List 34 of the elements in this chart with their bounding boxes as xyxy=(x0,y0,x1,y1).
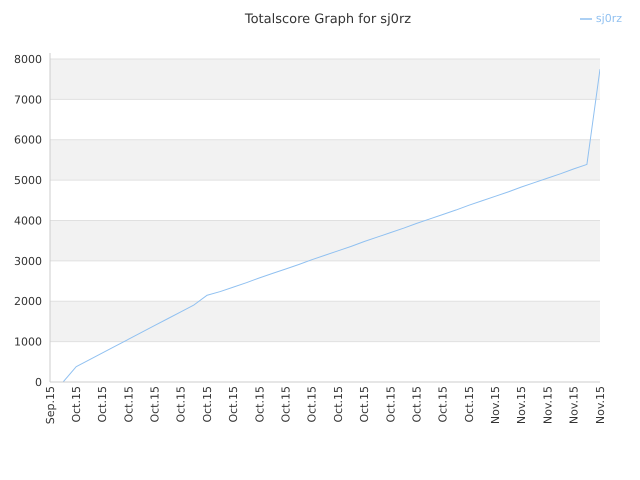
x-tick-label: Nov.15 xyxy=(515,386,528,424)
x-tick-label: Oct.15 xyxy=(200,386,214,423)
y-tick-label: 7000 xyxy=(14,93,42,106)
x-tick-label: Nov.15 xyxy=(489,386,502,424)
x-tick-label: Oct.15 xyxy=(174,386,188,423)
y-tick-label: 2000 xyxy=(14,295,42,308)
y-tick-label: 5000 xyxy=(14,174,42,188)
x-tick-label: Oct.15 xyxy=(227,386,240,423)
x-tick-label: Oct.15 xyxy=(306,386,319,423)
y-tick-label: 1000 xyxy=(14,336,42,349)
x-tick-label: Oct.15 xyxy=(280,386,293,423)
x-tick-label: Oct.15 xyxy=(436,386,450,423)
y-tick-label: 6000 xyxy=(14,134,42,147)
x-tick-label: Oct.15 xyxy=(332,386,345,423)
x-tick-label: Oct.15 xyxy=(410,386,424,423)
x-tick-label: Nov.15 xyxy=(594,386,607,424)
x-tick-label: Oct.15 xyxy=(148,386,162,423)
x-tick-label: Nov.15 xyxy=(568,386,581,424)
x-tick-label: Oct.15 xyxy=(462,386,476,423)
y-tick-label: 4000 xyxy=(14,214,42,228)
line-series xyxy=(62,68,600,382)
x-tick-label: Oct.15 xyxy=(384,386,398,423)
legend-label: sj0rz xyxy=(596,12,622,25)
x-tick-label: Nov.15 xyxy=(541,386,554,424)
y-tick-label: 8000 xyxy=(14,52,42,66)
y-tick-label: 0 xyxy=(35,376,42,389)
x-tick-label: Sep.15 xyxy=(44,386,57,424)
x-tick-label: Oct.15 xyxy=(253,386,266,423)
y-tick-label: 3000 xyxy=(14,254,42,268)
x-tick-label: Oct.15 xyxy=(96,386,110,423)
x-tick-label: Oct.15 xyxy=(70,386,83,423)
chart-title: Totalscore Graph for sj0rz xyxy=(244,12,412,27)
x-tick-label: Oct.15 xyxy=(358,386,372,423)
x-tick-label: Oct.15 xyxy=(122,386,136,423)
